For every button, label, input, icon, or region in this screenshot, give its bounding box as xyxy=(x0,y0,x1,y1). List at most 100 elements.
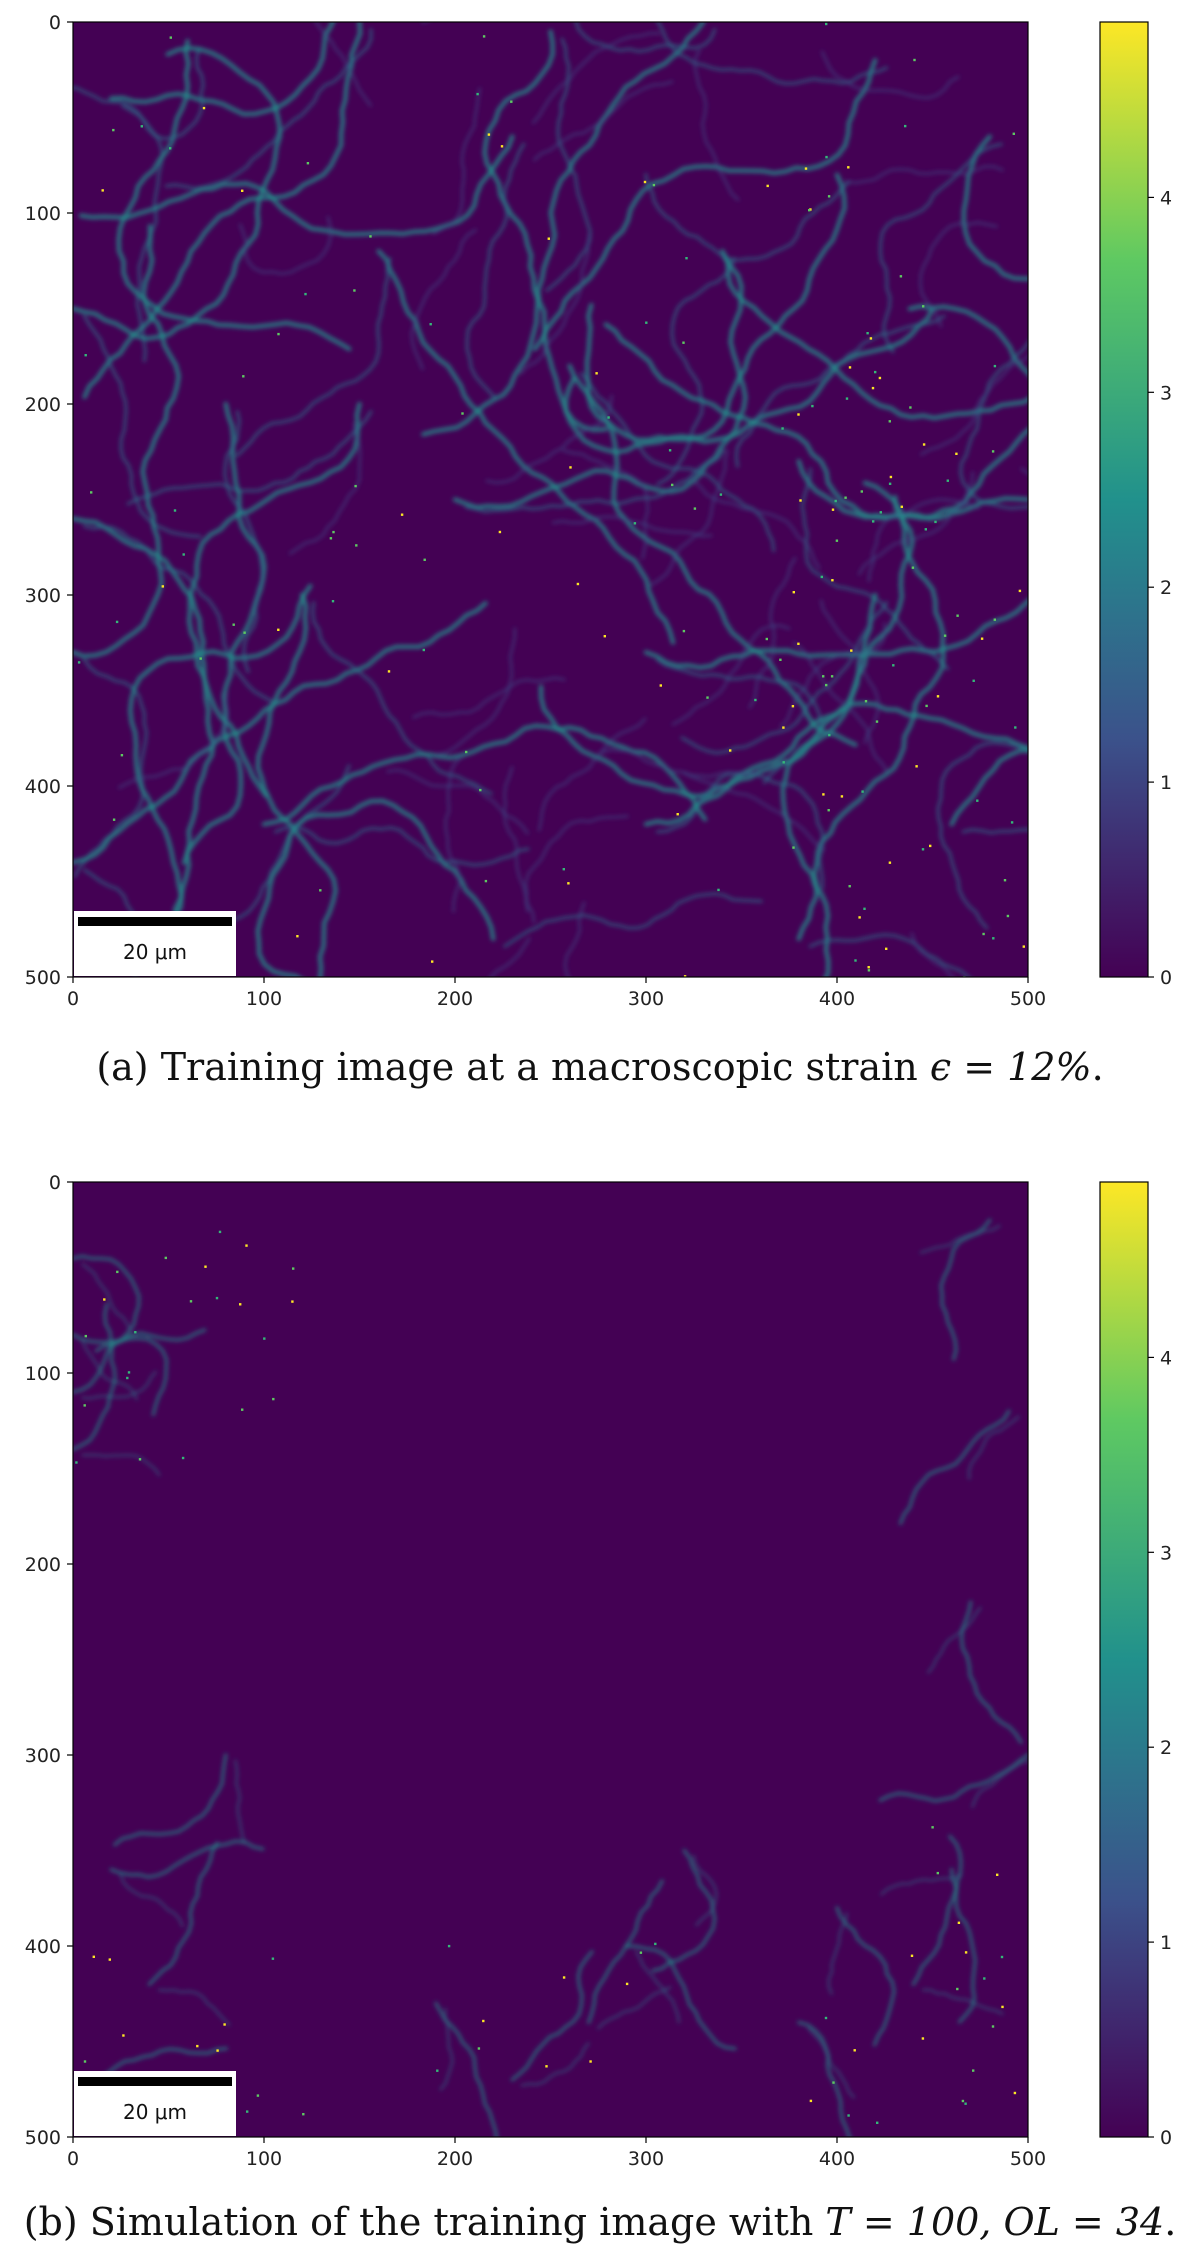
strain-band xyxy=(223,410,264,674)
caption-a: (a) Training image at a macroscopic stra… xyxy=(0,1045,1200,1089)
strain-band xyxy=(386,768,529,835)
hotspot xyxy=(866,332,869,335)
hotspot xyxy=(844,496,847,499)
y-tick-label: 500 xyxy=(25,967,61,989)
strain-band xyxy=(971,1760,1028,1808)
hotspot xyxy=(182,553,185,556)
hotspot xyxy=(173,509,177,512)
strain-band xyxy=(625,1944,737,2051)
strain-band xyxy=(503,766,536,924)
hotspot xyxy=(853,2049,856,2052)
hotspot xyxy=(888,420,891,423)
hotspot xyxy=(1022,945,1025,948)
hotspot xyxy=(216,2049,219,2052)
strain-band xyxy=(117,691,229,789)
strain-band xyxy=(234,1759,246,1845)
strain-band xyxy=(73,516,216,942)
hotspot xyxy=(879,511,882,514)
hotspot xyxy=(246,2110,249,2113)
strain-band xyxy=(734,314,946,468)
strain-band xyxy=(238,215,333,276)
hotspot xyxy=(562,1976,566,1979)
strain-band xyxy=(827,1912,848,1995)
strain-band xyxy=(603,322,1028,521)
hotspot xyxy=(331,600,335,603)
strain-band xyxy=(656,257,736,486)
hotspot xyxy=(957,1921,961,1924)
hotspot xyxy=(181,1456,185,1460)
hotspot xyxy=(983,1977,986,1980)
strain-band xyxy=(919,1224,1001,1254)
hotspot xyxy=(706,696,709,699)
strain-band xyxy=(274,825,530,867)
strain-band xyxy=(649,449,729,587)
hotspot xyxy=(685,257,688,260)
hotspot xyxy=(729,749,732,752)
hotspot xyxy=(277,628,280,631)
strain-band xyxy=(73,45,283,341)
strain-band xyxy=(796,303,1028,521)
hotspot xyxy=(1018,589,1022,593)
hotspot xyxy=(302,2113,305,2116)
heatmap-plot-area xyxy=(73,1182,1028,2137)
colorbar-gradient xyxy=(1099,21,1149,978)
colorbar-tick-label: 3 xyxy=(1160,382,1172,404)
hotspot xyxy=(676,813,679,816)
hotspot xyxy=(792,846,795,849)
y-tick-label: 400 xyxy=(25,1936,61,1958)
strain-band xyxy=(574,22,717,53)
hotspot xyxy=(1012,132,1015,135)
hotspot xyxy=(693,507,697,510)
hotspot xyxy=(936,695,940,698)
hotspot xyxy=(822,793,825,796)
scalebar-label: 20 μm xyxy=(123,2100,187,2124)
hotspot xyxy=(199,657,202,660)
y-tick-label: 100 xyxy=(25,1363,61,1385)
hotspot xyxy=(904,124,907,128)
hotspot xyxy=(860,490,863,493)
strain-band xyxy=(920,355,1028,456)
hotspot xyxy=(911,566,915,569)
hotspot xyxy=(202,106,206,110)
hotspot xyxy=(925,704,928,708)
hotspot xyxy=(972,2069,975,2072)
hotspot xyxy=(956,614,959,617)
strain-band xyxy=(73,1328,207,1394)
axes: 0 100 200 300 400 500 0 100 200 300 400 500 xyxy=(25,1172,1046,2170)
strain-band xyxy=(503,892,763,948)
hotspot xyxy=(291,1300,294,1303)
strain-band xyxy=(949,748,1028,827)
strain-band xyxy=(567,363,858,748)
hotspot xyxy=(889,475,893,479)
strain-band xyxy=(524,814,629,913)
strain-band xyxy=(898,1409,1011,1526)
hotspot xyxy=(991,2025,995,2028)
strain-band xyxy=(643,598,1028,670)
strain-band xyxy=(545,37,592,292)
colorbar: 0 1 2 3 4 xyxy=(1099,21,1172,989)
hotspot xyxy=(825,22,828,26)
hotspot xyxy=(980,637,984,640)
heatmap-background xyxy=(73,22,1028,977)
caption-b-math: T = 100, OL = 34 xyxy=(825,2200,1165,2244)
hotspot xyxy=(1000,1955,1004,1959)
hotspot xyxy=(797,642,800,645)
strain-band xyxy=(81,1453,161,1477)
strain-band xyxy=(81,1262,132,1333)
caption-b: (b) Simulation of the training image wit… xyxy=(0,2200,1200,2244)
colorbar-tick-label: 1 xyxy=(1160,772,1172,794)
strain-band xyxy=(844,165,1004,185)
strain-band xyxy=(157,1988,231,2026)
hotspot xyxy=(241,1408,244,1411)
strain-band xyxy=(797,2020,852,2137)
hotspot xyxy=(992,937,995,940)
strain-band xyxy=(421,22,427,24)
strain-band xyxy=(959,341,1028,510)
hotspot xyxy=(127,1371,131,1374)
strain-band xyxy=(878,1753,1028,1803)
hotspot xyxy=(1006,914,1010,918)
hotspot xyxy=(603,635,606,638)
strain-band xyxy=(878,142,1003,354)
hotspot xyxy=(825,683,828,687)
hotspot xyxy=(304,292,307,296)
